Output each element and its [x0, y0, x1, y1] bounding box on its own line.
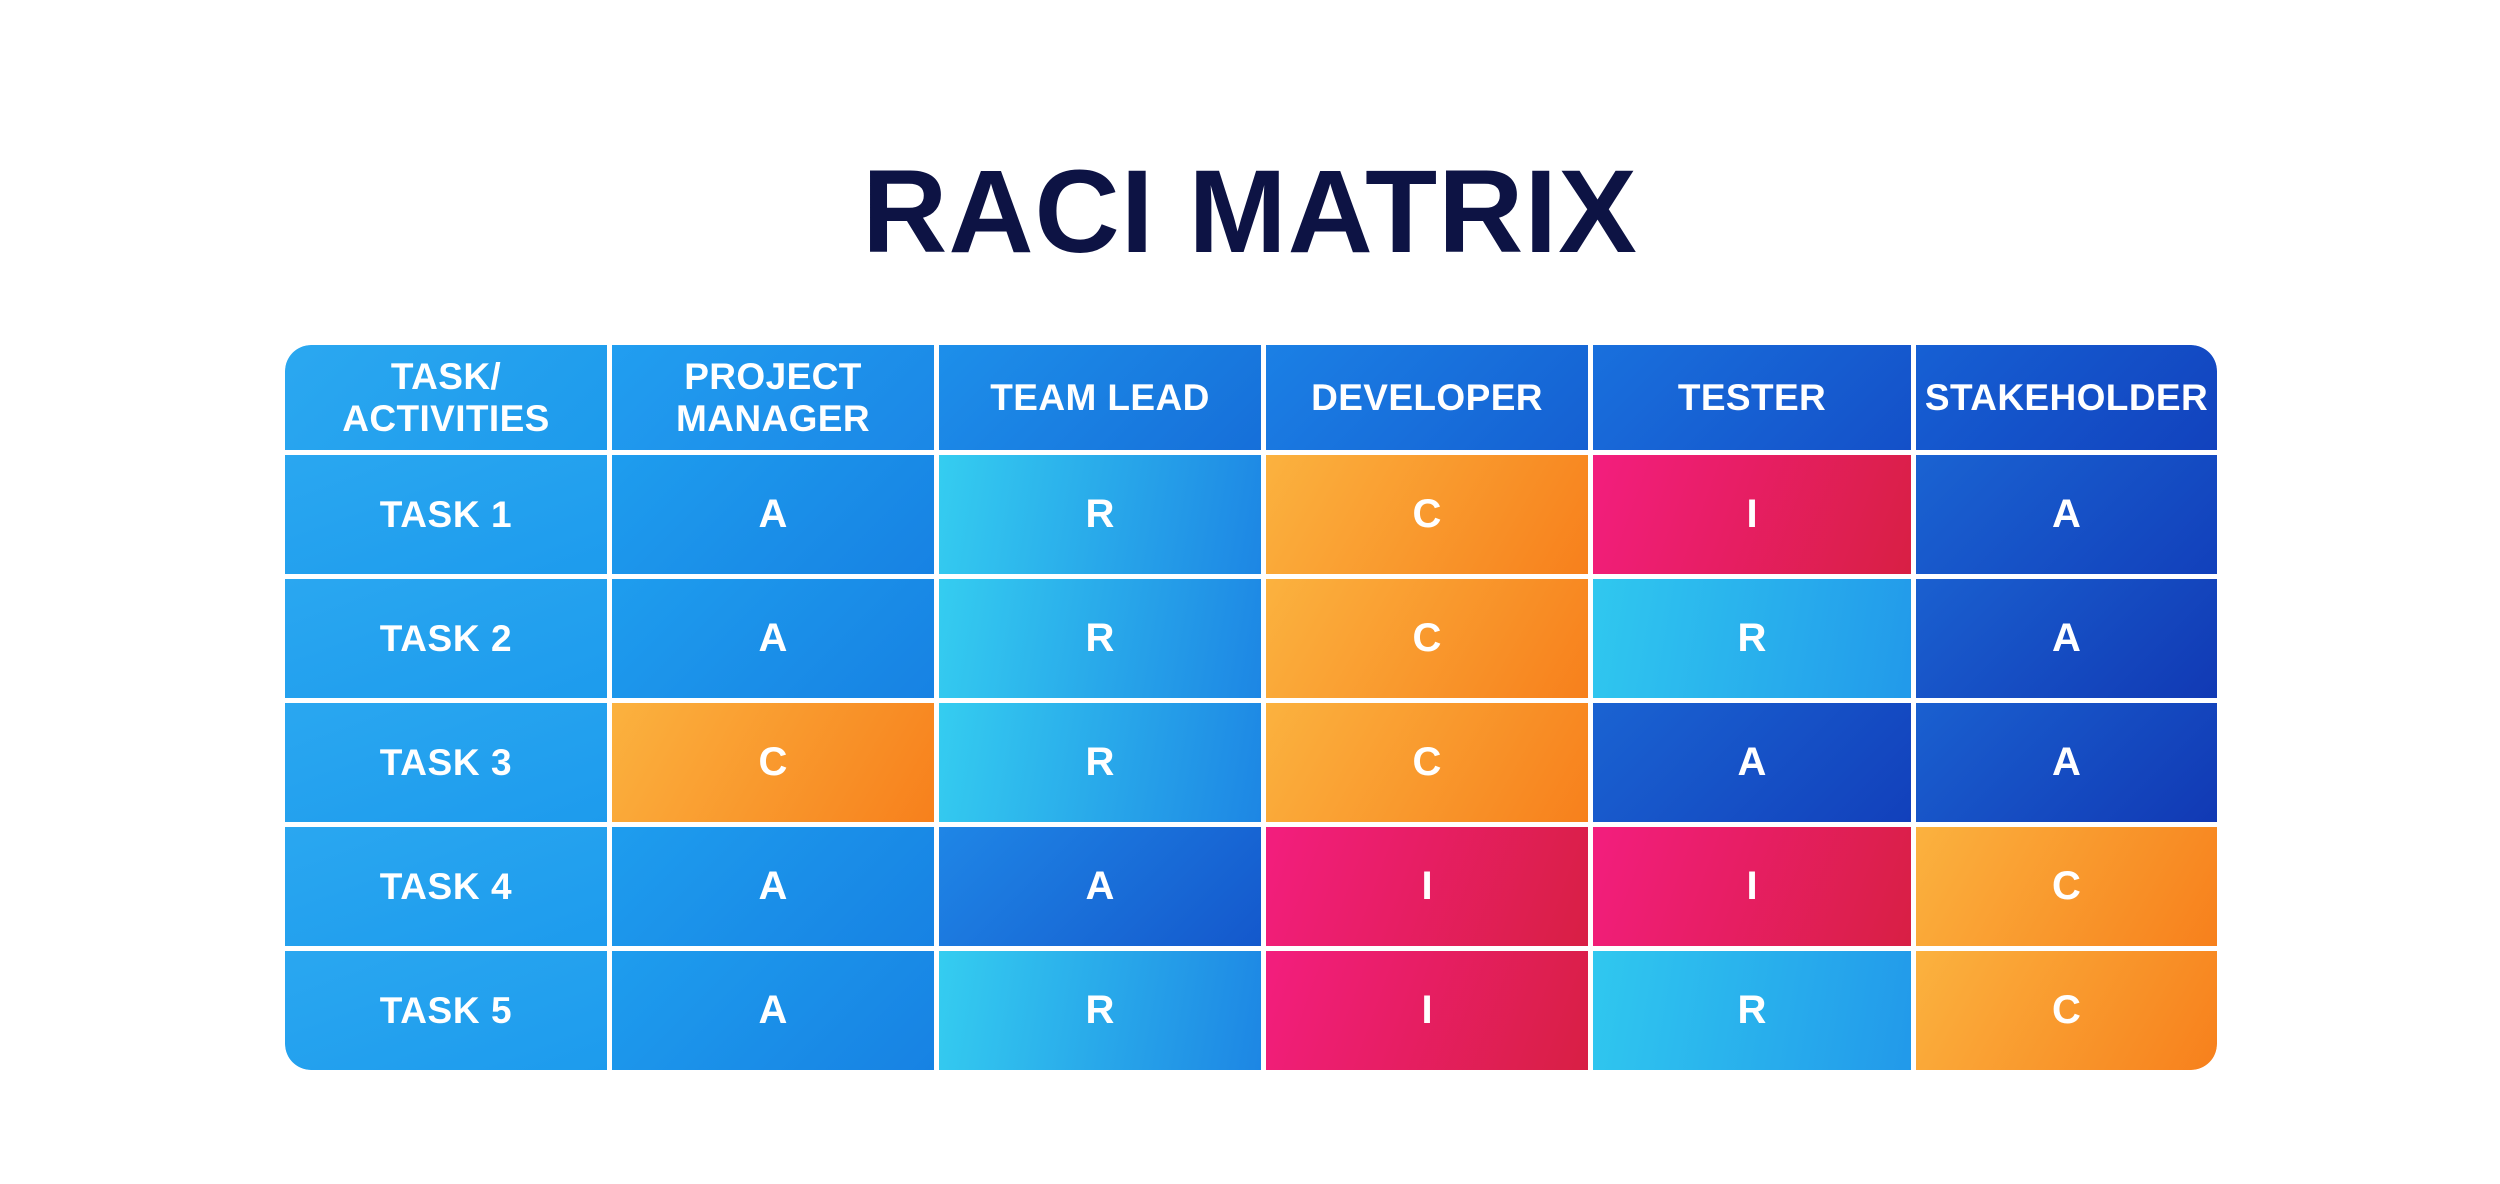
table-row: TASK 4 A A I I C	[285, 827, 2217, 946]
column-header-tester: TESTER	[1593, 345, 1911, 450]
raci-cell: C	[1266, 703, 1588, 822]
column-header-task-activities: TASK/ ACTIVITIES	[285, 345, 607, 450]
raci-cell: A	[612, 579, 934, 698]
raci-cell: I	[1266, 951, 1588, 1070]
row-label-task-2: TASK 2	[285, 579, 607, 698]
raci-cell: C	[1266, 579, 1588, 698]
column-header-developer: DEVELOPER	[1266, 345, 1588, 450]
raci-cell: R	[939, 579, 1261, 698]
raci-cell: C	[1916, 827, 2217, 946]
raci-cell: A	[939, 827, 1261, 946]
table-row: TASK 1 A R C I A	[285, 455, 2217, 574]
column-header-team-lead: TEAM LEAD	[939, 345, 1261, 450]
page-title: RACI MATRIX	[862, 146, 1638, 279]
table-row: TASK 2 A R C R A	[285, 579, 2217, 698]
column-header-line1: TASK/	[390, 356, 502, 398]
raci-cell: C	[612, 703, 934, 822]
raci-cell: C	[1266, 455, 1588, 574]
table-header-row: TASK/ ACTIVITIES PROJECT MANAGER TEAM LE…	[285, 345, 2217, 450]
raci-cell: C	[1916, 951, 2217, 1070]
raci-cell: A	[1916, 455, 2217, 574]
raci-cell: A	[1916, 703, 2217, 822]
table-row: TASK 5 A R I R C	[285, 951, 2217, 1070]
row-label-task-5: TASK 5	[285, 951, 607, 1070]
raci-matrix-table: TASK/ ACTIVITIES PROJECT MANAGER TEAM LE…	[285, 345, 2217, 1070]
raci-cell: I	[1266, 827, 1588, 946]
raci-cell: R	[1593, 579, 1911, 698]
column-header-line2: ACTIVITIES	[342, 397, 550, 439]
raci-cell: A	[1593, 703, 1911, 822]
column-header-line1: PROJECT	[684, 356, 862, 398]
raci-cell: R	[939, 703, 1261, 822]
column-header-stakeholder: STAKEHOLDER	[1916, 345, 2217, 450]
raci-cell: R	[939, 951, 1261, 1070]
raci-cell: R	[939, 455, 1261, 574]
column-header-line2: MANAGER	[676, 397, 870, 439]
raci-cell: I	[1593, 827, 1911, 946]
raci-cell: A	[1916, 579, 2217, 698]
row-label-task-3: TASK 3	[285, 703, 607, 822]
row-label-task-4: TASK 4	[285, 827, 607, 946]
raci-cell: A	[612, 827, 934, 946]
table-row: TASK 3 C R C A A	[285, 703, 2217, 822]
raci-cell: R	[1593, 951, 1911, 1070]
raci-cell: I	[1593, 455, 1911, 574]
row-label-task-1: TASK 1	[285, 455, 607, 574]
raci-cell: A	[612, 455, 934, 574]
raci-cell: A	[612, 951, 934, 1070]
column-header-project-manager: PROJECT MANAGER	[612, 345, 934, 450]
